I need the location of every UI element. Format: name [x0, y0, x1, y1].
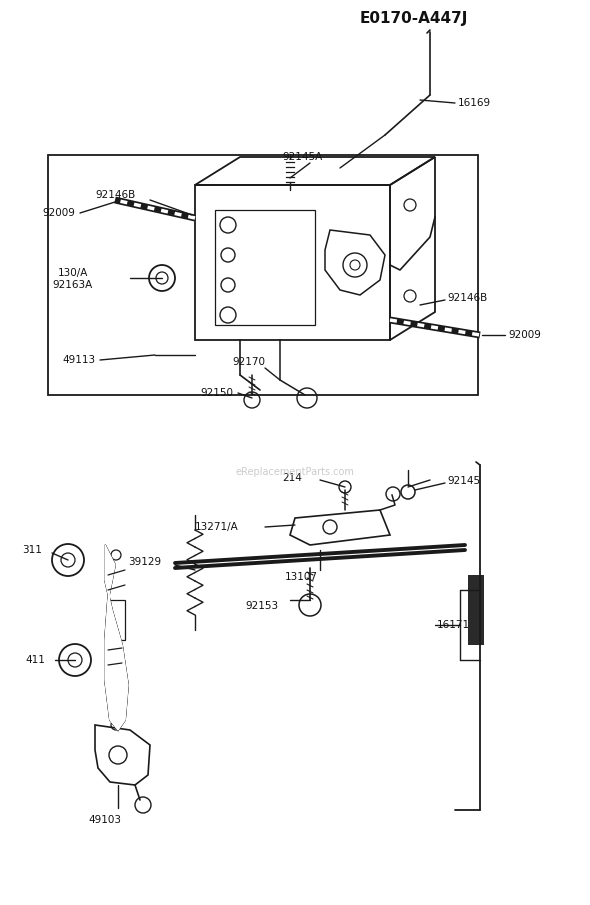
- Text: 92009: 92009: [42, 208, 75, 218]
- Text: 49113: 49113: [62, 355, 95, 365]
- Text: E0170-A447J: E0170-A447J: [360, 11, 468, 25]
- Text: 92146B: 92146B: [95, 190, 135, 200]
- Bar: [48, 155, 478, 395]
- Bar: [468, 575, 484, 645]
- Text: 49103: 49103: [88, 815, 121, 825]
- Text: eReplacementParts.com: eReplacementParts.com: [235, 467, 355, 477]
- Text: 16171: 16171: [437, 620, 470, 630]
- Text: 13107: 13107: [285, 572, 318, 582]
- Text: 311: 311: [22, 545, 42, 555]
- Text: 92009: 92009: [508, 330, 541, 340]
- Text: 92163A: 92163A: [52, 280, 92, 290]
- Text: 92146B: 92146B: [447, 293, 487, 303]
- Bar: [215, 210, 315, 325]
- Text: 39129: 39129: [128, 557, 161, 567]
- Text: 92170: 92170: [232, 357, 265, 367]
- Text: 16169: 16169: [458, 98, 491, 108]
- Text: 13271/A: 13271/A: [195, 522, 239, 532]
- Text: 214: 214: [282, 473, 302, 483]
- Bar: [110, 600, 125, 640]
- Text: 92145A: 92145A: [282, 152, 322, 162]
- Text: 130/A: 130/A: [58, 268, 88, 278]
- Polygon shape: [105, 545, 128, 730]
- Text: 92153: 92153: [245, 601, 278, 611]
- Text: 92145: 92145: [447, 476, 480, 486]
- Text: 92150: 92150: [200, 388, 233, 398]
- Text: 411: 411: [25, 655, 45, 665]
